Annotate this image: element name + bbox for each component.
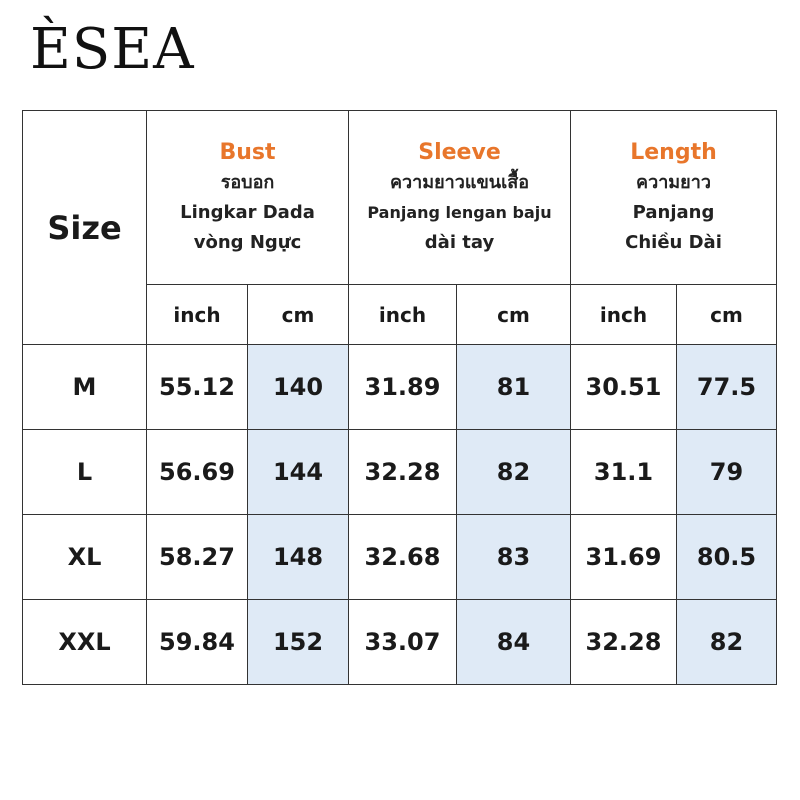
table-cell: 81: [456, 344, 571, 430]
table-cell: 32.28: [348, 429, 457, 515]
unit-header: inch: [570, 284, 677, 345]
table-cell: 148: [247, 514, 349, 600]
bust-line-malay: Lingkar Dada: [180, 201, 315, 223]
length-line-viet: Chiều Dài: [625, 231, 722, 253]
brand-logo: ÈSEA: [30, 17, 195, 82]
table-cell: 140: [247, 344, 349, 430]
sleeve-line-viet: dài tay: [424, 231, 495, 253]
table-cell: 82: [456, 429, 571, 515]
table-cell: 55.12: [146, 344, 248, 430]
table-cell: 56.69: [146, 429, 248, 515]
length-line-thai: ความยาว: [636, 171, 711, 193]
size-label: M: [22, 344, 147, 430]
table-cell: 33.07: [348, 599, 457, 685]
table-cell: 84: [456, 599, 571, 685]
table-cell: 77.5: [676, 344, 777, 430]
length-title: Length: [630, 139, 717, 165]
size-column-header: Size: [22, 110, 147, 345]
table-cell: 82: [676, 599, 777, 685]
unit-header: inch: [348, 284, 457, 345]
table-cell: 31.89: [348, 344, 457, 430]
size-label: XXL: [22, 599, 147, 685]
table-row: XL 58.27 148 32.68 83 31.69 80.5: [22, 514, 777, 600]
bust-line-viet: vòng Ngực: [193, 231, 302, 253]
header-bust: Bust รอบอก Lingkar Dada vòng Ngực: [146, 110, 349, 285]
table-cell: 58.27: [146, 514, 248, 600]
bust-line-thai: รอบอก: [220, 171, 275, 193]
table-cell: 79: [676, 429, 777, 515]
table-cell: 80.5: [676, 514, 777, 600]
unit-header: cm: [247, 284, 349, 345]
unit-header: cm: [456, 284, 571, 345]
table-cell: 31.1: [570, 429, 677, 515]
header-length: Length ความยาว Panjang Chiều Dài: [570, 110, 777, 285]
sleeve-title: Sleeve: [418, 139, 501, 165]
sleeve-line-thai: ความยาวแขนเสื้อ: [389, 171, 530, 193]
table-cell: 32.68: [348, 514, 457, 600]
table-row: L 56.69 144 32.28 82 31.1 79: [22, 429, 777, 515]
unit-header: cm: [676, 284, 777, 345]
table-cell: 152: [247, 599, 349, 685]
size-label: L: [22, 429, 147, 515]
sleeve-line-malay: Panjang lengan baju: [367, 202, 552, 222]
table-cell: 31.69: [570, 514, 677, 600]
table-row: M 55.12 140 31.89 81 30.51 77.5: [22, 344, 777, 430]
size-chart-table: Size Bust รอบอก Lingkar Dada vòng Ngực S…: [22, 110, 777, 685]
unit-header: inch: [146, 284, 248, 345]
table-cell: 30.51: [570, 344, 677, 430]
header-group-row: Size Bust รอบอก Lingkar Dada vòng Ngực S…: [22, 110, 777, 345]
table-cell: 144: [247, 429, 349, 515]
table-cell: 59.84: [146, 599, 248, 685]
table-cell: 83: [456, 514, 571, 600]
table-row: XXL 59.84 152 33.07 84 32.28 82: [22, 599, 777, 685]
table-cell: 32.28: [570, 599, 677, 685]
length-line-malay: Panjang: [632, 201, 715, 223]
bust-title: Bust: [219, 139, 276, 165]
size-label: XL: [22, 514, 147, 600]
header-sleeve: Sleeve ความยาวแขนเสื้อ Panjang lengan ba…: [348, 110, 571, 285]
